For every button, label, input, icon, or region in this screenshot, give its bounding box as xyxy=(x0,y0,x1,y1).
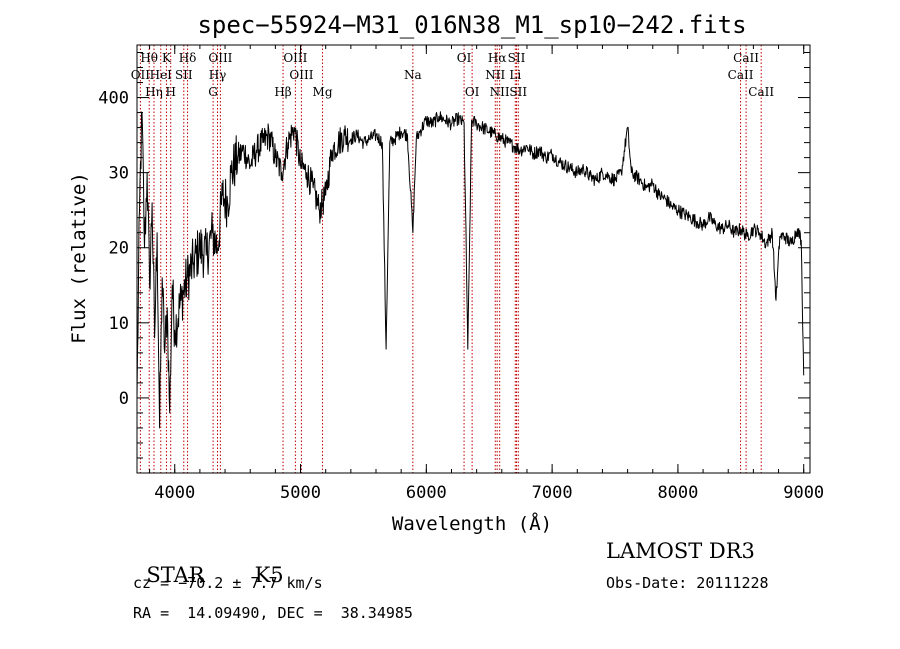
coordinates: RA = 14.09490, DEC = 38.34985 xyxy=(133,604,413,622)
spectral-line-label: Mg xyxy=(313,85,333,99)
survey-name: LAMOST DR3 xyxy=(606,539,755,563)
spectral-line-label: CaII xyxy=(728,68,754,82)
spectral-line-label: OIII xyxy=(283,51,307,65)
spectral-line-label: OII xyxy=(131,68,151,82)
spectral-line-label: OI xyxy=(457,51,472,65)
spectral-line-label: SII xyxy=(508,51,526,65)
spectral-line-label: SII xyxy=(509,85,527,99)
x-tick-label: 8000 xyxy=(657,483,698,503)
spectral-line-label: SII xyxy=(175,68,193,82)
spectral-line-label: Hθ xyxy=(140,51,158,65)
y-tick-label: 20 xyxy=(109,239,129,259)
observation-date: Obs-Date: 20111228 xyxy=(606,574,769,592)
spectral-line-label: K xyxy=(162,51,172,65)
spectral-line-label: H xyxy=(165,85,175,99)
x-tick-label: 7000 xyxy=(532,483,573,503)
y-tick-label: 10 xyxy=(109,314,129,334)
plot-frame xyxy=(136,44,811,474)
object-class: STAR xyxy=(146,563,205,587)
redshift-velocity: cz = −70.2 ± 7.7 km/s xyxy=(133,574,323,592)
spectral-line-label: NII xyxy=(485,68,505,82)
y-tick-label: 400 xyxy=(98,89,129,109)
y-tick-label: 0 xyxy=(119,389,129,409)
x-tick-label: 9000 xyxy=(783,483,824,503)
spectral-line-label: Hβ xyxy=(274,85,291,99)
object-subclass: K5 xyxy=(254,563,284,587)
y-axis-label: Flux (relative) xyxy=(68,172,90,344)
spectral-line-label: Hα xyxy=(488,51,507,65)
spectral-line-label: G xyxy=(208,85,218,99)
spectral-line-label: OIII xyxy=(208,51,232,65)
spectral-line-label: Hη xyxy=(145,85,163,99)
spectrum-line xyxy=(136,111,805,429)
spectral-line-label: Li xyxy=(509,68,521,82)
x-tick-label: 6000 xyxy=(406,483,447,503)
spectral-line-label: OI xyxy=(465,85,480,99)
spectral-line-label: Hδ xyxy=(179,51,197,65)
x-axis-label: Wavelength (Å) xyxy=(392,512,552,535)
x-tick-label: 4000 xyxy=(154,483,195,503)
spectral-line-label: CaII xyxy=(733,51,759,65)
x-tick-label: 5000 xyxy=(280,483,321,503)
spectral-line-label: NII xyxy=(490,85,510,99)
chart-title: spec−55924−M31_016N38_M1_sp10−242.fits xyxy=(197,11,746,39)
y-tick-label: 30 xyxy=(109,164,129,184)
spectral-line-label: CaII xyxy=(748,85,774,99)
spectral-line-label: OIII xyxy=(289,68,313,82)
spectral-line-label: Na xyxy=(404,68,422,82)
spectral-line-label: HeI xyxy=(150,68,173,82)
spectral-line-label: Hγ xyxy=(209,68,227,82)
